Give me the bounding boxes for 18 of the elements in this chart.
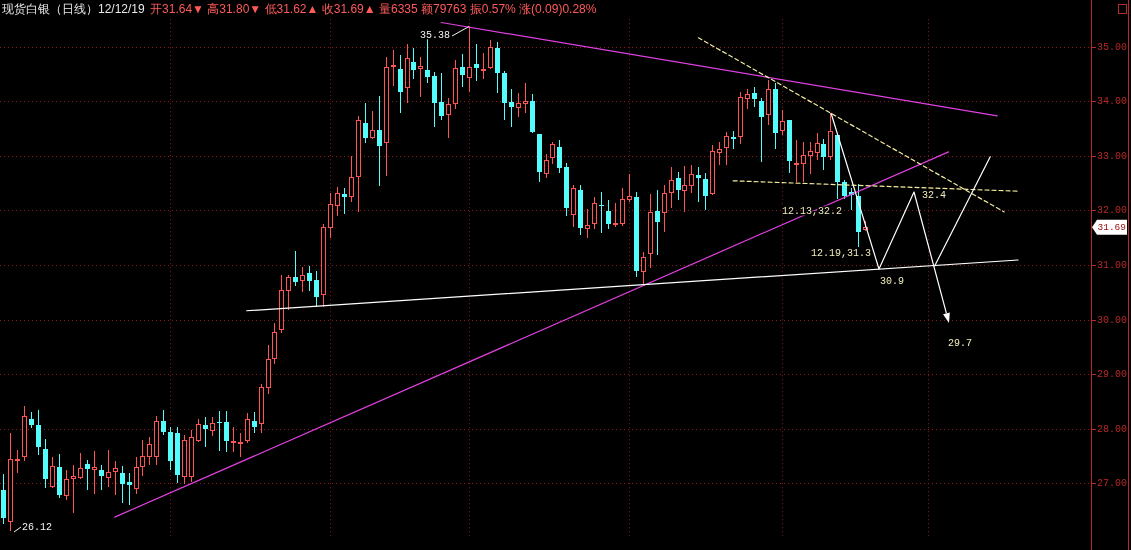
y-tick-label: 32.00 [1097,205,1128,217]
y-tick-label: 35.00 [1097,42,1128,54]
y-tick-label: 29.00 [1097,369,1128,381]
chart-subtitle: 开31.64▼ 高31.80▼ 低31.62▲ 收31.69▲ 量6335 额79763 振0.57% 涨(0.09)0.28% [150,2,597,16]
y-tick-label: 33.00 [1097,151,1128,163]
annotation: 26.12 [22,521,53,533]
y-tick-label: 31.00 [1097,260,1128,272]
y-tick-label: 30.00 [1097,315,1128,327]
annotation: 30.9 [880,276,905,287]
annotation: 29.7 [948,338,973,349]
annotation: 35.38 [419,29,450,41]
y-tick-label: 28.00 [1097,424,1128,436]
annotation: 32.4 [922,190,947,201]
y-tick-label: 27.00 [1097,478,1128,490]
y-tick-label: 34.00 [1097,96,1128,108]
text: 31.69 [1097,221,1127,233]
chart-title: 现货白银（日线）12/12/19 [2,2,146,16]
annotation: 12.19,31.3 [810,248,872,259]
